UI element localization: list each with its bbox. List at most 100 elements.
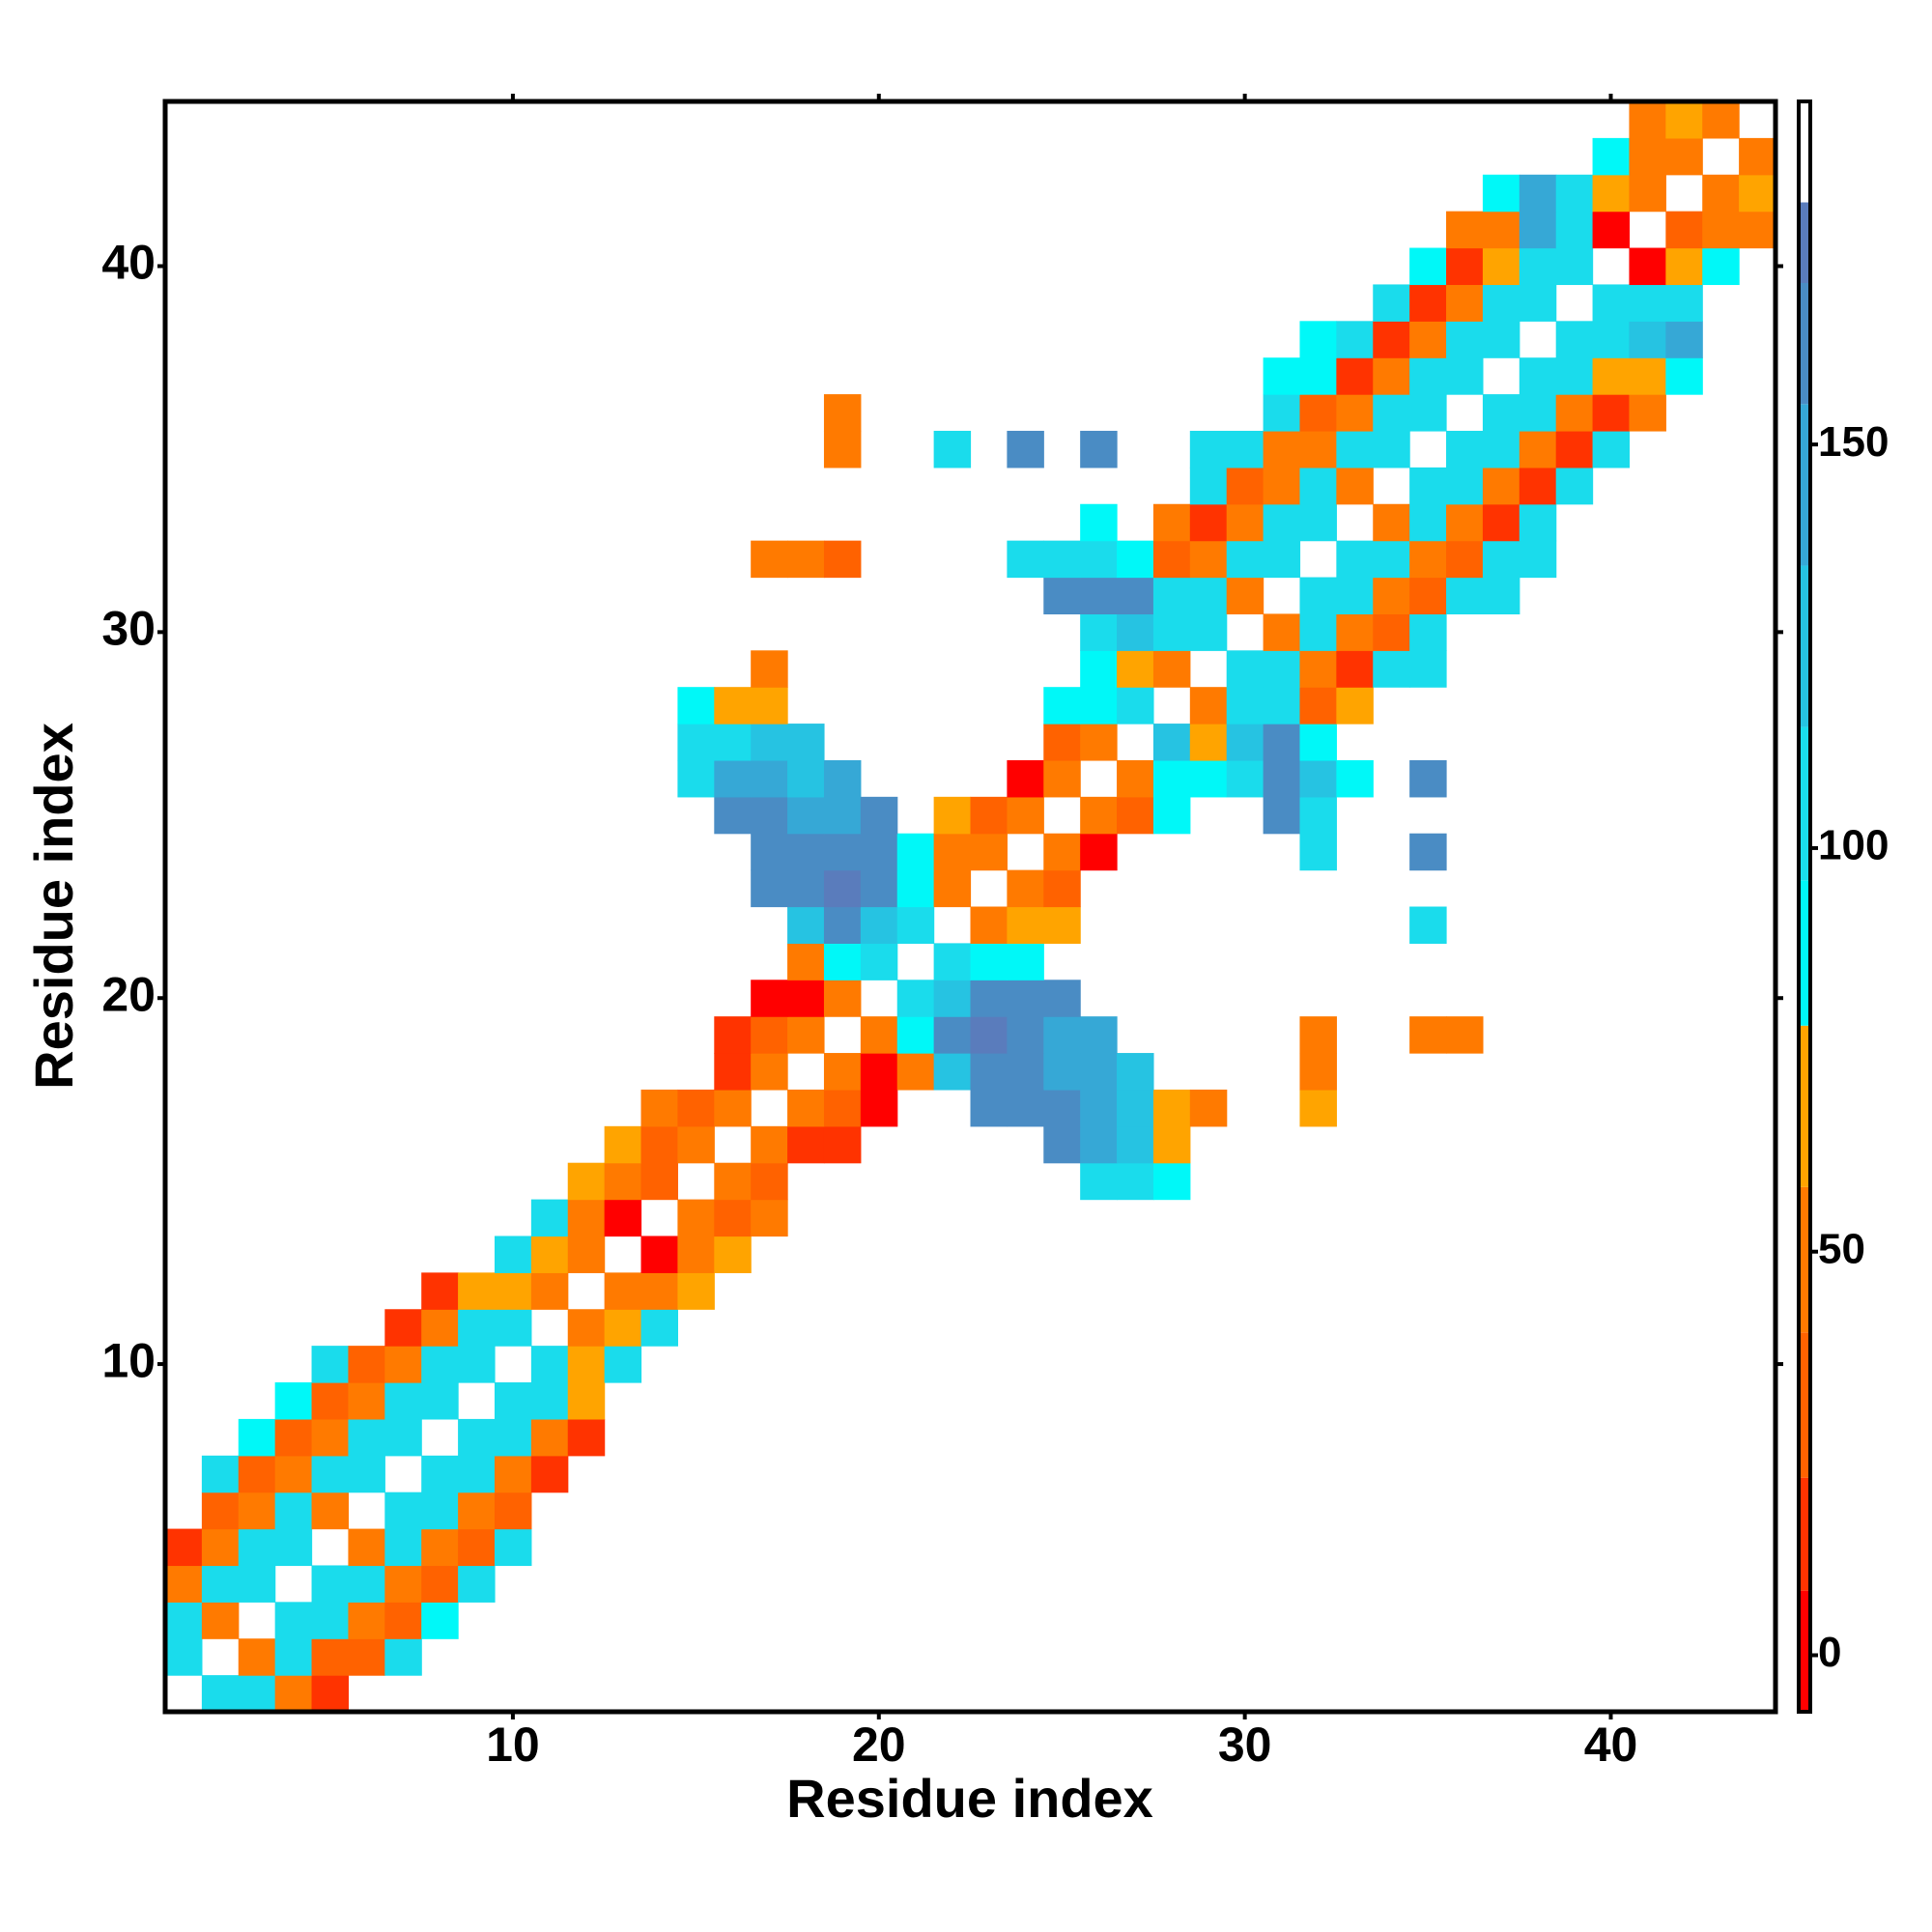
cell: [751, 796, 788, 835]
cell: [823, 943, 862, 980]
cell: [311, 1346, 350, 1383]
cell: [860, 1053, 898, 1091]
cell: [1409, 357, 1447, 395]
cell: [1555, 247, 1594, 286]
cell: [640, 1236, 679, 1273]
cell: [1373, 394, 1410, 432]
cell: [1263, 540, 1301, 579]
cell: [933, 869, 972, 908]
cell: [348, 1638, 385, 1676]
cell: [311, 1455, 350, 1493]
cell: [1080, 1053, 1118, 1091]
cell: [1555, 430, 1594, 469]
cell: [751, 980, 788, 1017]
cell: [1519, 503, 1557, 542]
cell: [274, 1382, 313, 1420]
cell: [1043, 980, 1081, 1017]
cell: [1189, 467, 1228, 505]
cell: [751, 1199, 788, 1237]
cell: [1409, 284, 1447, 322]
cell: [1409, 540, 1447, 579]
cell: [238, 1492, 276, 1530]
cell: [421, 1309, 459, 1347]
cell: [1189, 687, 1228, 724]
cell: [494, 1418, 532, 1457]
cell: [677, 1236, 715, 1273]
cell: [1080, 687, 1118, 724]
cell: [530, 1455, 569, 1493]
cell: [1043, 833, 1081, 871]
cell: [274, 1638, 313, 1676]
cell: [1446, 1016, 1484, 1054]
cell: [933, 796, 972, 835]
cell: [1446, 321, 1484, 358]
cell: [1409, 467, 1447, 505]
y-tick-label: 30: [101, 602, 156, 656]
cell: [714, 1236, 752, 1273]
cell: [1299, 1089, 1337, 1127]
cell: [1152, 650, 1191, 688]
colorbar-band: [1799, 880, 1810, 1026]
cell: [1117, 613, 1154, 651]
cell: [604, 1125, 642, 1164]
cell: [1117, 650, 1154, 688]
cell: [1482, 174, 1520, 213]
cell: [348, 1418, 385, 1457]
cell: [751, 724, 788, 761]
cell: [640, 1125, 679, 1164]
cell: [1555, 467, 1594, 505]
cell: [1080, 1162, 1118, 1201]
cell: [458, 1346, 496, 1383]
cell: [1446, 540, 1484, 579]
cell: [1226, 724, 1264, 761]
cell: [1117, 1089, 1154, 1127]
cell: [1482, 284, 1520, 322]
cell: [311, 1638, 350, 1676]
cell: [1665, 247, 1703, 286]
cell: [1446, 284, 1484, 322]
cell: [1007, 540, 1044, 579]
cell: [1299, 1053, 1337, 1091]
colorbar-band: [1799, 101, 1810, 203]
cell: [1043, 759, 1081, 798]
cell: [421, 1528, 459, 1567]
cell: [458, 1528, 496, 1567]
cell: [1117, 577, 1154, 615]
cell: [1373, 613, 1410, 651]
cell: [604, 1199, 642, 1237]
cell: [384, 1346, 422, 1383]
y-tick-label: 20: [101, 967, 156, 1021]
cell: [1519, 430, 1557, 469]
cell: [1080, 1016, 1118, 1054]
cell: [458, 1418, 496, 1457]
cell: [787, 1089, 825, 1127]
cell: [1007, 906, 1044, 944]
cell: [1299, 577, 1337, 615]
x-tick-label: 20: [852, 1718, 906, 1772]
cell: [1152, 540, 1191, 579]
cell: [896, 906, 935, 944]
cell: [714, 687, 752, 724]
cell: [1446, 430, 1484, 469]
cell: [1665, 321, 1703, 358]
cell: [1007, 1016, 1044, 1054]
cell: [1299, 833, 1337, 871]
cell: [1336, 759, 1374, 798]
cell: [1117, 759, 1154, 798]
cell: [677, 1199, 715, 1237]
cell: [1409, 759, 1447, 798]
cell: [787, 943, 825, 980]
cell: [1336, 613, 1374, 651]
cell: [860, 906, 898, 944]
cell: [458, 1309, 496, 1347]
cell: [1226, 430, 1264, 469]
cell: [1482, 247, 1520, 286]
cell: [530, 1382, 569, 1420]
cell: [567, 1309, 606, 1347]
cell: [1629, 357, 1666, 395]
cell: [1080, 577, 1118, 615]
cell: [384, 1382, 422, 1420]
cell: [860, 796, 898, 835]
cell: [1263, 650, 1301, 688]
